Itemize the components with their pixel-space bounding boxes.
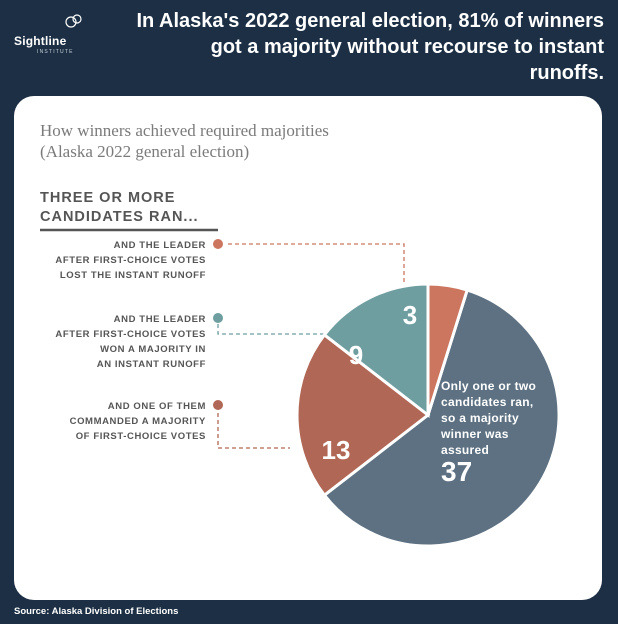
logo-subname: INSTITUTE xyxy=(37,49,74,55)
subtitle-line-1: How winners achieved required majorities xyxy=(40,121,329,140)
label-won-runoff: and the leader after first-choice votes … xyxy=(55,314,206,370)
sightline-logo: Sightline INSTITUTE xyxy=(10,12,100,55)
label-lost-runoff: and the leader after first-choice votes … xyxy=(55,240,206,281)
pie-chart: 3 9 13 37 xyxy=(213,239,561,548)
chart-subtitle: How winners achieved required majorities… xyxy=(40,120,329,162)
chart-card: 3 9 13 37 How winners achieved required … xyxy=(14,96,602,600)
label-one-or-two: Only one or two candidates ran, so a maj… xyxy=(441,379,537,457)
logo-swirl-icon xyxy=(65,14,82,28)
group-heading-underline xyxy=(40,228,218,232)
slice-one-or-two xyxy=(322,288,561,548)
leader-lines xyxy=(217,243,405,449)
source-note: Source: Alaska Division of Elections xyxy=(14,606,179,617)
dot-lost-runoff xyxy=(213,239,223,249)
dot-majority xyxy=(213,400,223,410)
slice-won-runoff xyxy=(322,282,430,419)
leader-line-won-runoff xyxy=(217,324,330,335)
slice-majority xyxy=(295,332,431,498)
leader-line-lost-runoff xyxy=(228,243,405,292)
value-label-lost-runoff: 3 xyxy=(403,300,417,330)
pie-slices xyxy=(295,282,561,548)
logo-name: Sightline xyxy=(14,34,67,48)
leader-line-majority xyxy=(217,406,290,449)
slice-lost-runoff xyxy=(426,282,470,416)
value-label-majority: 13 xyxy=(322,435,351,465)
subtitle-line-2: (Alaska 2022 general election) xyxy=(40,142,250,161)
headline: In Alaska's 2022 general election, 81% o… xyxy=(136,10,604,84)
label-majority: and one of them commanded a majority of … xyxy=(69,401,206,442)
group-heading: Three or more candidates ran... xyxy=(40,190,199,225)
value-label-won-runoff: 9 xyxy=(349,340,363,370)
value-label-one-or-two: 37 xyxy=(441,456,472,487)
dot-won-runoff xyxy=(213,313,223,323)
